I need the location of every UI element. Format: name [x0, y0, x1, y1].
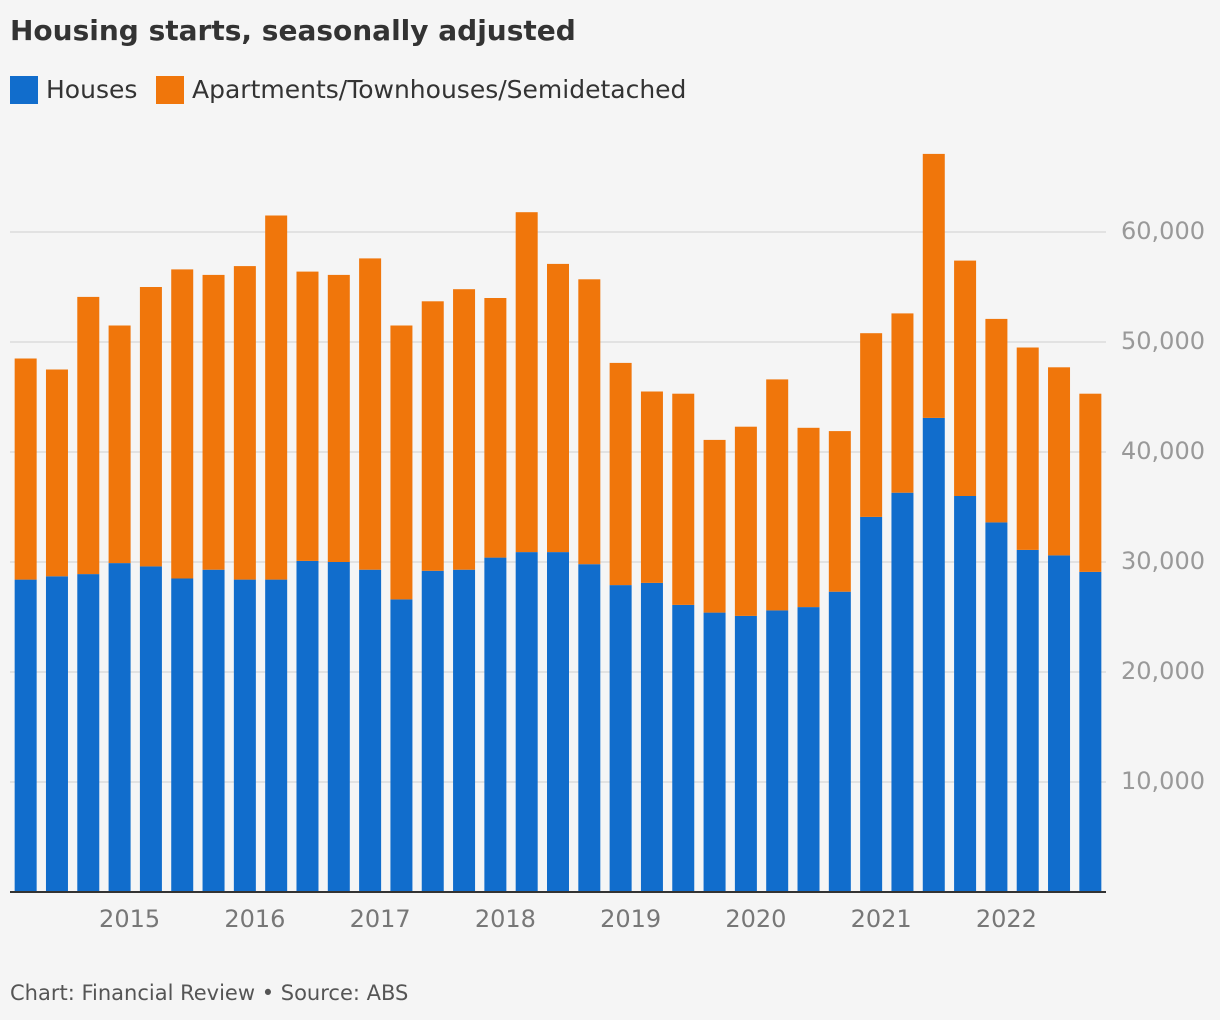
bar-segment	[390, 325, 413, 600]
bar-segment	[891, 492, 914, 892]
bar-segment	[985, 318, 1008, 523]
y-tick-label: 10,000	[1121, 767, 1205, 795]
bar-segment	[703, 612, 726, 892]
legend-swatch	[156, 76, 184, 104]
bar-segment	[954, 260, 977, 496]
bar-segment	[547, 263, 569, 553]
bar-segment	[828, 591, 851, 892]
bar-segment	[797, 427, 820, 608]
bar-segment	[891, 313, 914, 493]
bar-segment	[359, 258, 382, 570]
x-tick-label: 2020	[725, 905, 786, 933]
bar-segment	[922, 153, 945, 418]
bar-segment	[766, 610, 789, 892]
bar-segment	[860, 516, 883, 892]
legend-label: Houses	[46, 75, 137, 104]
bar-segment	[640, 391, 663, 583]
bar-segment	[327, 562, 350, 892]
bar-segment	[202, 569, 225, 892]
bar-segment	[233, 579, 256, 892]
x-tick-label: 2021	[851, 905, 912, 933]
bar-segment	[421, 570, 444, 892]
bar-segment	[453, 289, 476, 570]
bar-segment	[484, 298, 507, 558]
bar-segment	[672, 393, 695, 605]
bar-segment	[171, 578, 194, 892]
bar-segment	[578, 279, 601, 565]
bar-segment	[672, 604, 695, 892]
bar-segment	[1079, 571, 1102, 892]
bar-segment	[954, 496, 977, 892]
bar-segment	[453, 569, 476, 892]
bar-segment	[515, 212, 538, 553]
bar-segment	[828, 431, 851, 592]
bar-segment	[296, 271, 319, 561]
y-tick-label: 60,000	[1121, 217, 1205, 245]
x-tick-label: 2022	[976, 905, 1037, 933]
bar-segment	[1016, 549, 1039, 892]
bar-segment	[578, 564, 601, 892]
bar-segment	[171, 269, 194, 579]
bar-segment	[108, 325, 131, 564]
bar-segment	[327, 274, 350, 562]
bar-segment	[1079, 393, 1102, 572]
y-tick-label: 20,000	[1121, 657, 1205, 685]
bar-segment	[202, 274, 225, 570]
x-tick-label: 2018	[475, 905, 536, 933]
bar-segment	[233, 266, 256, 580]
bar-segment	[108, 563, 131, 892]
x-tick-label: 2015	[99, 905, 160, 933]
bar-segment	[296, 560, 319, 892]
x-tick-label: 2017	[350, 905, 411, 933]
bar-segment	[547, 552, 569, 892]
bar-segment	[265, 579, 288, 892]
bar-segment	[797, 607, 820, 892]
bar-segment	[45, 369, 68, 577]
y-tick-label: 40,000	[1121, 437, 1205, 465]
bar-segment	[609, 585, 632, 892]
bar-segment	[734, 426, 757, 616]
bar-segment	[77, 574, 100, 892]
x-tick-label: 2019	[600, 905, 661, 933]
bar-segment	[45, 576, 68, 892]
bar-segment	[1048, 555, 1071, 892]
bar-segment	[515, 552, 538, 892]
chart-title: Housing starts, seasonally adjusted	[10, 14, 576, 47]
x-tick-label: 2016	[224, 905, 285, 933]
bar-segment	[14, 579, 37, 892]
bar-segment	[1048, 367, 1071, 556]
bar-segment	[359, 569, 382, 892]
bar-segment	[484, 557, 507, 892]
bar-segment	[860, 333, 883, 517]
bar-segment	[985, 522, 1008, 892]
bar-segment	[14, 358, 37, 580]
bar-segment	[139, 566, 162, 892]
bar-segment	[139, 287, 162, 567]
bar-segment	[77, 296, 100, 575]
y-tick-label: 30,000	[1121, 547, 1205, 575]
bar-segment	[922, 417, 945, 892]
bar-segment	[734, 615, 757, 892]
bar-segment	[390, 599, 413, 892]
y-tick-label: 50,000	[1121, 327, 1205, 355]
bar-segment	[766, 379, 789, 611]
bar-segment	[1016, 347, 1039, 550]
legend-swatch	[10, 76, 38, 104]
bar-segment	[265, 215, 288, 580]
bar-segment	[640, 582, 663, 892]
bar-segment	[421, 301, 444, 571]
legend-label: Apartments/Townhouses/Semidetached	[192, 75, 686, 104]
bar-segment	[703, 439, 726, 613]
source-note: Chart: Financial Review • Source: ABS	[10, 981, 408, 1005]
bar-segment	[609, 362, 632, 586]
